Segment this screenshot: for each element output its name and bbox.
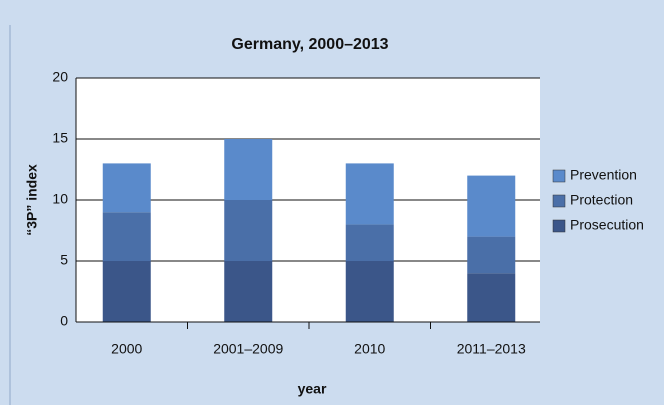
y-tick-label: 10 xyxy=(52,191,68,207)
x-tick-label: 2010 xyxy=(354,341,385,357)
x-axis-label: year xyxy=(298,381,327,397)
chart-title: Germany, 2000–2013 xyxy=(231,36,388,53)
y-tick-label: 20 xyxy=(52,69,68,85)
bar-segment xyxy=(467,273,516,322)
bar-segment xyxy=(467,175,516,237)
bar-segment xyxy=(224,200,273,261)
y-tick-label: 0 xyxy=(60,313,68,329)
bar-segment xyxy=(102,163,151,213)
legend-swatch xyxy=(552,194,566,208)
bar-segment xyxy=(467,236,516,274)
x-tick-label: 2011–2013 xyxy=(457,341,526,357)
y-axis-label: “3P” index xyxy=(24,164,40,236)
bar-segment xyxy=(102,212,151,261)
x-tick-label: 2000 xyxy=(111,341,142,357)
legend-label: Prosecution xyxy=(570,217,644,233)
legend-label: Protection xyxy=(570,192,633,208)
bar-segment xyxy=(102,261,151,322)
legend-swatch xyxy=(552,219,566,233)
y-tick-label: 5 xyxy=(60,252,68,268)
bar-segment xyxy=(345,224,394,261)
legend-label: Prevention xyxy=(570,167,637,183)
bar-segment xyxy=(345,163,394,225)
bar-segment xyxy=(345,261,394,322)
x-tick-label: 2001–2009 xyxy=(213,341,283,357)
y-tick-label: 15 xyxy=(52,130,68,146)
legend-swatch xyxy=(552,169,566,183)
bar-segment xyxy=(224,139,273,200)
bar-segment xyxy=(224,261,273,322)
